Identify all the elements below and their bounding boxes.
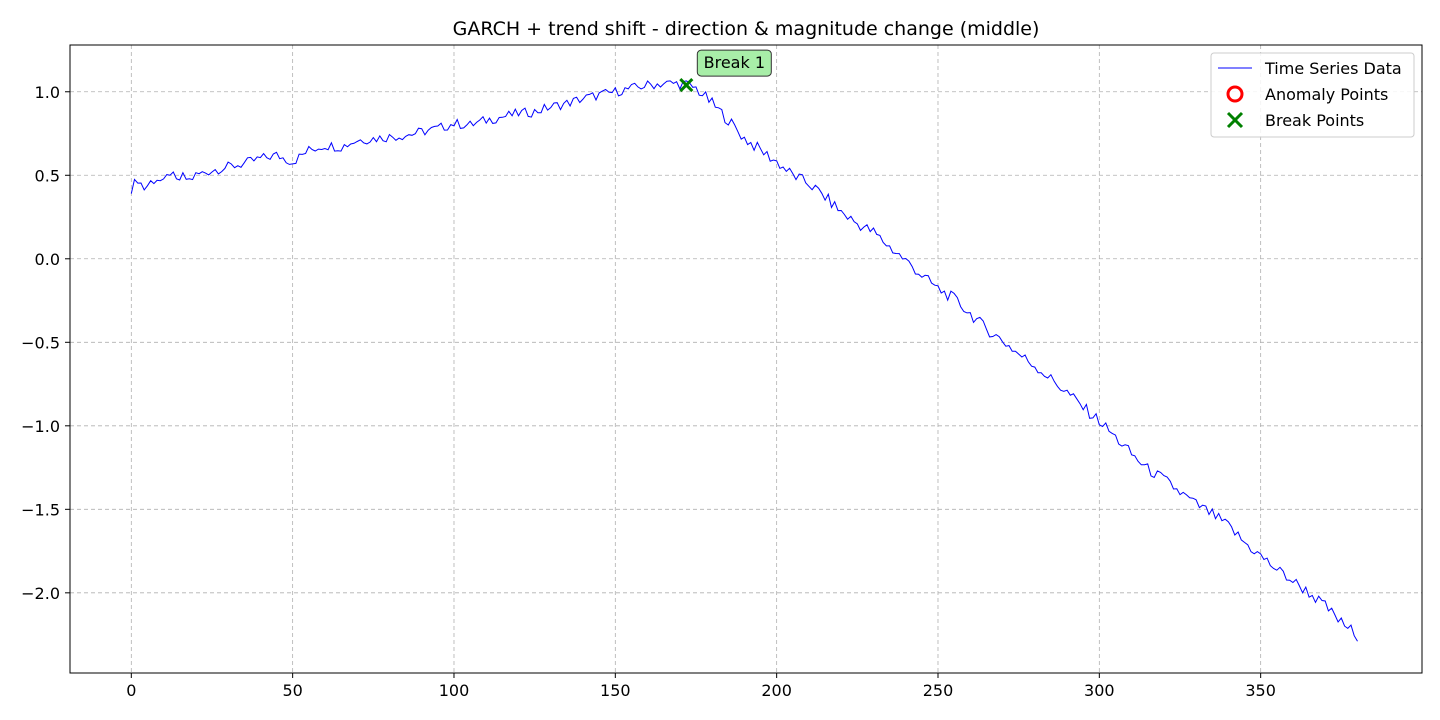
y-tick-label: −0.5 xyxy=(21,333,60,352)
x-tick-label: 300 xyxy=(1084,681,1115,700)
y-tick-label: −1.5 xyxy=(21,500,60,519)
legend-x-icon xyxy=(1226,111,1244,129)
y-tick-label: 1.0 xyxy=(35,83,60,102)
x-tick-label: 250 xyxy=(923,681,954,700)
break-point-marker xyxy=(679,78,694,93)
break-points-layer: Break 1 xyxy=(679,49,772,93)
legend: Time Series Data Anomaly Points Break Poin… xyxy=(1210,52,1415,138)
break-marker-stroke xyxy=(679,78,694,93)
x-tick-label: 150 xyxy=(600,681,631,700)
chart-title: GARCH + trend shift - direction & magnit… xyxy=(453,18,1040,40)
y-tick-label: −2.0 xyxy=(21,584,60,603)
y-axis: 1.0 0.5 0.0 −0.5 −1.0 −1.5 −2.0 xyxy=(21,83,70,603)
grid xyxy=(70,45,1422,673)
y-tick-label: 0.0 xyxy=(35,250,60,269)
x-tick-label: 0 xyxy=(126,681,136,700)
legend-box xyxy=(1210,52,1415,138)
x-tick-label: 50 xyxy=(282,681,302,700)
x-axis: 0 50 100 150 200 250 300 350 xyxy=(126,673,1276,700)
legend-label: Time Series Data xyxy=(1264,59,1402,78)
y-tick-label: 0.5 xyxy=(35,166,60,185)
legend-label: Break Points xyxy=(1265,111,1364,130)
series-line-time-series-data xyxy=(130,80,1358,642)
legend-label: Anomaly Points xyxy=(1265,85,1388,104)
series-layer xyxy=(130,80,1358,642)
x-tick-label: 350 xyxy=(1245,681,1276,700)
legend-circle-icon xyxy=(1226,85,1244,103)
x-tick-label: 200 xyxy=(761,681,792,700)
y-tick-label: −1.0 xyxy=(21,417,60,436)
x-tick-label: 100 xyxy=(439,681,470,700)
break-label-box xyxy=(696,49,772,77)
break-label: Break 1 xyxy=(704,53,765,72)
plot-frame xyxy=(69,44,1423,674)
